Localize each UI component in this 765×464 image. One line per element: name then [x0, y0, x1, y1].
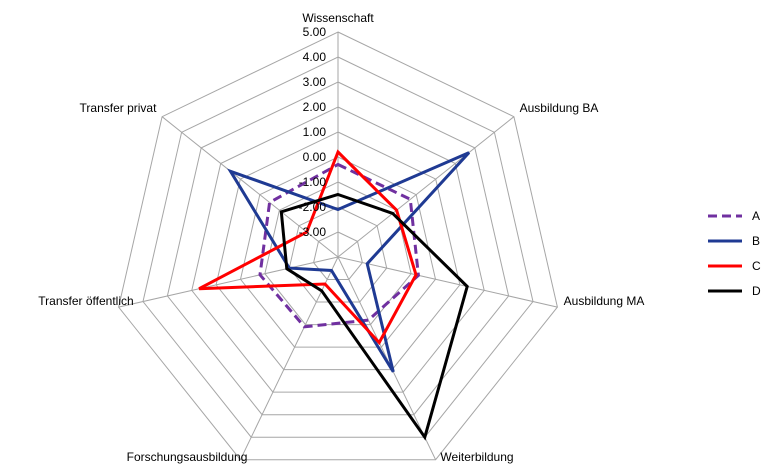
- grid-spoke-3: [337, 256, 437, 460]
- radar-series: [198, 149, 471, 441]
- axis-label-2: Ausbildung MA: [564, 294, 645, 308]
- grid-ring-8: [118, 31, 558, 461]
- axis-label-6: Transfer privat: [80, 101, 158, 115]
- axis-label-5: Transfer öffentlich: [38, 294, 133, 308]
- tick-label: 5.00: [303, 25, 327, 39]
- radar-tick-labels: -3.00 -2.00 -1.00 0.00 1.00 2.00 3.00 4.00 5.00: [299, 25, 327, 239]
- radar-axis-labels: Wissenschaft Ausbildung BA Ausbildung MA We…: [38, 11, 644, 464]
- grid-ring-7: [142, 56, 534, 438]
- series-b-line: [227, 151, 471, 373]
- tick-label: -2.00: [299, 200, 327, 214]
- legend-label-b: B: [752, 234, 760, 248]
- legend-label-c: C: [752, 259, 761, 273]
- axis-label-3: Weiterbildung: [440, 450, 513, 464]
- tick-label: 1.00: [303, 125, 327, 139]
- series-d-line: [279, 192, 469, 441]
- series-a-line: [258, 162, 420, 329]
- axis-label-4: Forschungsausbildung: [127, 450, 248, 464]
- tick-label: 0.00: [303, 150, 327, 164]
- grid-spoke-5: [118, 256, 339, 308]
- grid-ring-4: [215, 131, 461, 371]
- grid-ring-6: [166, 81, 510, 416]
- axis-label-1: Ausbildung BA: [520, 101, 599, 115]
- axis-label-0: Wissenschaft: [302, 11, 374, 25]
- grid-ring-1: [288, 206, 388, 303]
- grid-ring-5: [191, 106, 485, 393]
- grid-spoke-2: [337, 256, 558, 308]
- legend-label-a: A: [752, 209, 760, 223]
- tick-label: 2.00: [303, 100, 327, 114]
- radar-grid: [118, 31, 558, 461]
- tick-label: -3.00: [299, 225, 327, 239]
- tick-label: 4.00: [303, 50, 327, 64]
- grid-spoke-1: [337, 116, 515, 258]
- tick-label: 3.00: [303, 75, 327, 89]
- legend-label-d: D: [752, 284, 761, 298]
- grid-spoke-6: [161, 116, 339, 258]
- tick-label: -1.00: [299, 175, 327, 189]
